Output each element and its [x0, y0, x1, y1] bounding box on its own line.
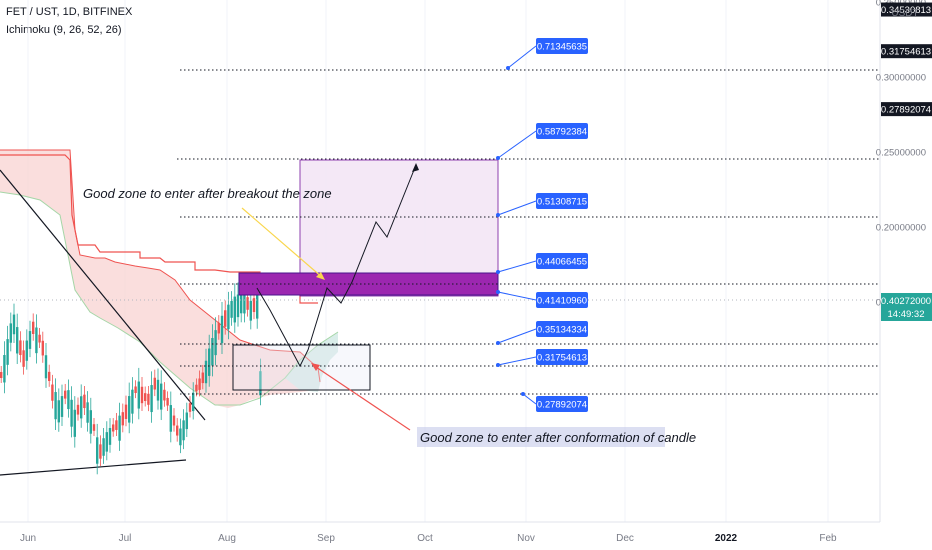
callout-label-6: 0.31754613: [537, 353, 587, 364]
confirmation-arrow: [312, 364, 411, 431]
x-tick-label-1: Jul: [119, 533, 132, 544]
y-tick-label-11: 0.25000000: [876, 148, 926, 159]
confirmation-box: [232, 344, 371, 391]
candle-countdown: 14:49:32: [888, 309, 925, 320]
level-label-5: 0.31754613: [881, 47, 931, 58]
callout-label-7: 0.27892074: [537, 400, 587, 411]
callout-label-0: 0.71345635: [537, 42, 587, 53]
level-badge-6: [881, 102, 932, 117]
callout-badge-4: [536, 292, 588, 308]
x-tick-label-5: Nov: [517, 533, 535, 544]
symbol-title: FET / UST, 1D, BITFINEX: [6, 6, 133, 18]
callout-badge-1: [536, 123, 588, 139]
level-label-4: 0.34530813: [881, 5, 931, 16]
price-axis-unit: USDT: [891, 8, 918, 19]
callout-badge-6: [536, 349, 588, 365]
callout-badge-0: [536, 38, 588, 54]
callout-label-1: 0.58792384: [537, 127, 587, 138]
level-badge-5: [881, 44, 932, 59]
level-badge-4: [881, 2, 932, 17]
x-tick-label-6: Dec: [616, 533, 634, 544]
breakout-annotation: Good zone to enter after breakout the zo…: [83, 186, 332, 201]
callout-badge-2: [536, 193, 588, 209]
current-price-badge: [881, 293, 932, 321]
callout-label-4: 0.41410960: [537, 296, 587, 307]
x-tick-label-3: Sep: [317, 533, 335, 544]
callout-label-2: 0.51308715: [537, 197, 587, 208]
x-tick-label-4: Oct: [417, 533, 433, 544]
indicator-legend: Ichimoku (9, 26, 52, 26): [6, 24, 122, 36]
x-tick-label-2: Aug: [218, 533, 236, 544]
x-tick-label-0: Jun: [20, 533, 36, 544]
confirmation-annotation: Good zone to enter after conformation of…: [420, 430, 696, 445]
level-label-6: 0.27892074: [881, 105, 931, 116]
callout-badge-3: [536, 253, 588, 269]
projected-path: [256, 164, 417, 368]
callout-label-5: 0.35134334: [537, 325, 587, 336]
downtrend-line: [0, 169, 206, 421]
breakout-arrow: [241, 207, 324, 279]
x-tick-label-8: Feb: [819, 533, 837, 544]
x-tick-label-7: 2022: [715, 533, 738, 544]
callout-label-3: 0.44066455: [537, 257, 587, 268]
y-tick-label-12: 0.20000000: [876, 223, 926, 234]
current-price-value: 0.40272000: [881, 296, 931, 307]
y-tick-label-10: 0.30000000: [876, 73, 926, 84]
callout-badge-5: [536, 321, 588, 337]
callout-badge-7: [536, 396, 588, 412]
support-line: [0, 459, 187, 476]
